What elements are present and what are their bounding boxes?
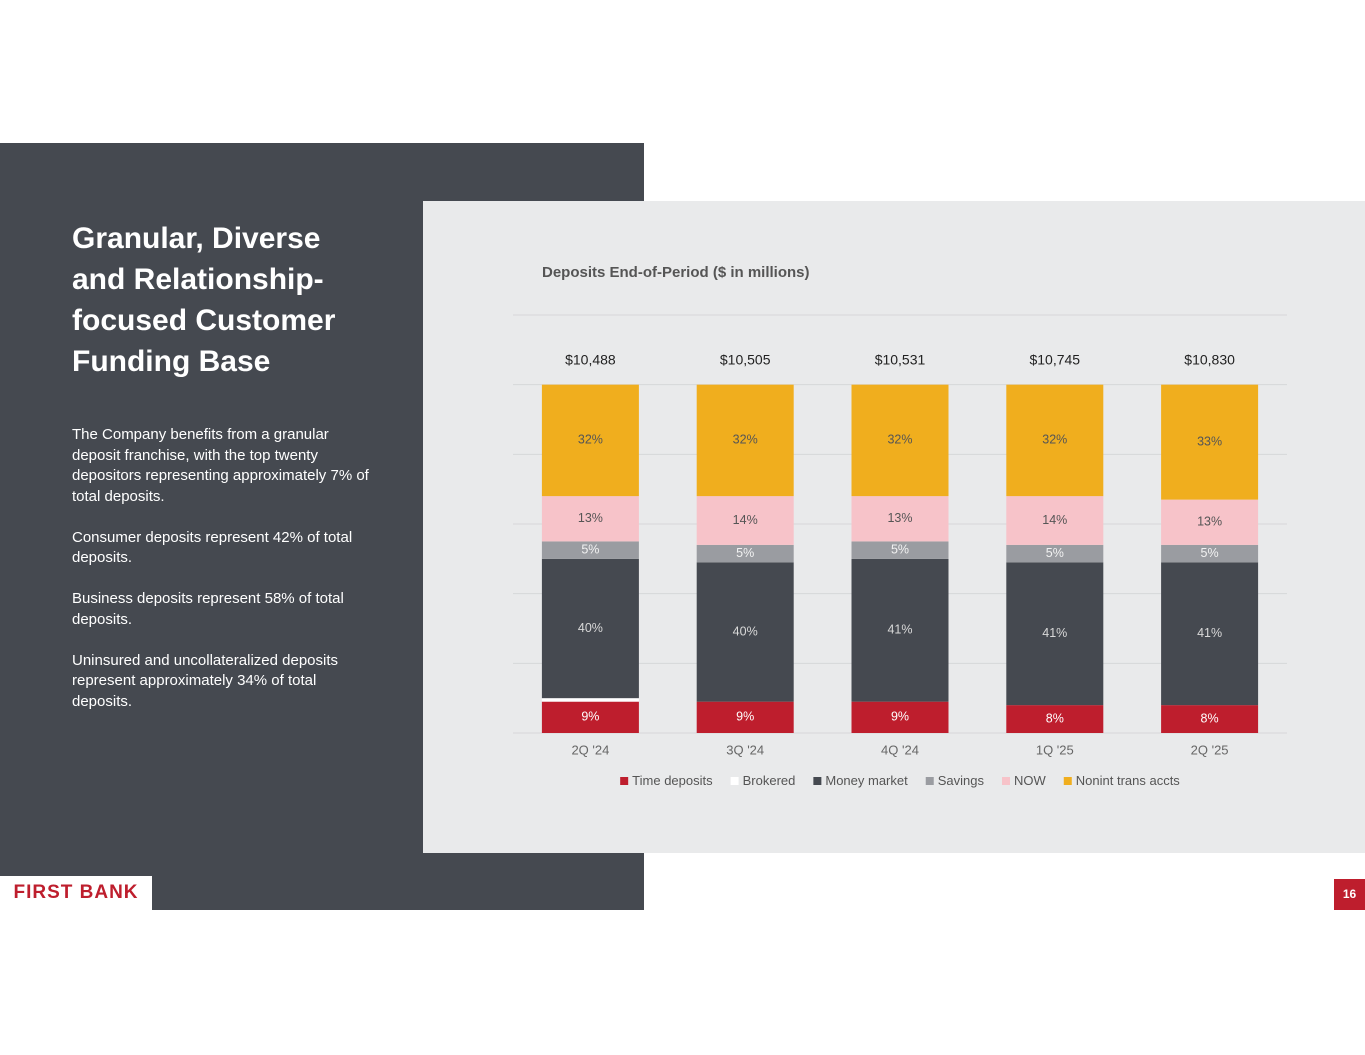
bar-segment xyxy=(851,541,949,559)
paragraph: Consumer deposits represent 42% of total… xyxy=(72,528,353,567)
legend-label: Money market xyxy=(825,773,908,788)
bar-segment xyxy=(541,541,639,559)
bar-segment xyxy=(541,698,639,702)
total-label: $10,488 xyxy=(565,351,616,367)
data-label: 32% xyxy=(578,433,603,447)
legend-label: Time deposits xyxy=(632,773,713,788)
legend-swatch xyxy=(730,777,739,785)
data-label: 9% xyxy=(581,710,599,724)
legend-label: Brokered xyxy=(743,773,796,788)
bar-segment xyxy=(851,701,949,733)
bar-segment xyxy=(1161,562,1259,706)
paragraph: Uninsured and uncollateralized deposits … xyxy=(72,651,339,710)
title-line: and Relationship- xyxy=(72,263,324,296)
x-tick-label: 1Q '25 xyxy=(1036,742,1074,757)
bar-segment xyxy=(1161,384,1259,500)
data-label: 41% xyxy=(1197,626,1222,640)
bar-segment xyxy=(851,384,949,497)
data-label: 40% xyxy=(733,624,758,638)
page-number: 16 xyxy=(1334,879,1365,910)
data-label: 9% xyxy=(736,710,754,724)
bar-segment xyxy=(1006,544,1104,563)
data-label: 32% xyxy=(1042,433,1067,447)
total-label: $10,505 xyxy=(720,351,771,367)
data-label: 8% xyxy=(1046,711,1064,725)
bar-segment xyxy=(541,384,639,497)
bar-segment xyxy=(1161,705,1259,733)
legend-swatch xyxy=(1063,777,1072,785)
bar-segment xyxy=(541,701,639,733)
bar-segment xyxy=(541,496,639,542)
legend-label: Nonint trans accts xyxy=(1076,773,1181,788)
legend-label: Savings xyxy=(938,773,985,788)
data-label: 41% xyxy=(887,623,912,637)
data-label: 8% xyxy=(1201,711,1219,725)
data-label: 5% xyxy=(1201,546,1219,560)
title-line: Granular, Diverse xyxy=(72,222,321,255)
legend-swatch xyxy=(1001,777,1010,785)
bar-segment xyxy=(696,384,794,497)
paragraph: The Company benefits from a granular dep… xyxy=(72,426,369,505)
data-label: 5% xyxy=(1046,546,1064,560)
data-label: 14% xyxy=(1042,513,1067,527)
data-label: 32% xyxy=(887,433,912,447)
data-label: 14% xyxy=(733,513,758,527)
legend-swatch xyxy=(813,777,822,785)
bar-segment xyxy=(851,496,949,542)
data-label: 13% xyxy=(887,511,912,525)
bar-segment xyxy=(1006,705,1104,733)
data-label: 41% xyxy=(1042,626,1067,640)
data-label: 5% xyxy=(891,542,909,556)
bar-segment xyxy=(696,496,794,545)
bar-segment xyxy=(696,544,794,563)
x-tick-label: 2Q '24 xyxy=(571,742,609,757)
bar-segment xyxy=(851,558,949,702)
data-label: 9% xyxy=(891,710,909,724)
x-tick-label: 2Q '25 xyxy=(1191,742,1229,757)
bar-segment xyxy=(1161,544,1259,563)
title-line: Funding Base xyxy=(72,345,271,378)
chart-title: Deposits End-of-Period ($ in millions) xyxy=(542,264,810,281)
legend-swatch xyxy=(925,777,934,785)
legend-swatch xyxy=(620,777,629,785)
bar-segment xyxy=(696,562,794,702)
data-label: 40% xyxy=(578,621,603,635)
total-label: $10,745 xyxy=(1029,351,1080,367)
bar-segment xyxy=(696,701,794,733)
data-label: 13% xyxy=(1197,515,1222,529)
paragraph: Business deposits represent 58% of total… xyxy=(72,590,344,628)
total-label: $10,531 xyxy=(875,351,926,367)
data-label: 13% xyxy=(578,511,603,525)
bar-segment xyxy=(1161,499,1259,545)
bar-segment xyxy=(541,558,639,699)
title-line: focused Customer xyxy=(72,304,336,337)
data-label: 32% xyxy=(733,433,758,447)
data-label: 33% xyxy=(1197,434,1222,448)
body-text: The Company benefits from a granular dep… xyxy=(72,425,370,733)
data-label: 5% xyxy=(736,546,754,560)
legend-label: NOW xyxy=(1014,773,1047,788)
bar-segment xyxy=(1006,496,1104,545)
x-tick-label: 4Q '24 xyxy=(881,742,919,757)
logo: FIRST BANK xyxy=(0,876,152,910)
bar-segment xyxy=(1006,384,1104,497)
x-tick-label: 3Q '24 xyxy=(726,742,764,757)
data-label: 5% xyxy=(581,542,599,556)
bar-segment xyxy=(1006,562,1104,706)
total-label: $10,830 xyxy=(1184,351,1235,367)
slide-title: Granular, Diverse and Relationship- focu… xyxy=(72,218,335,382)
